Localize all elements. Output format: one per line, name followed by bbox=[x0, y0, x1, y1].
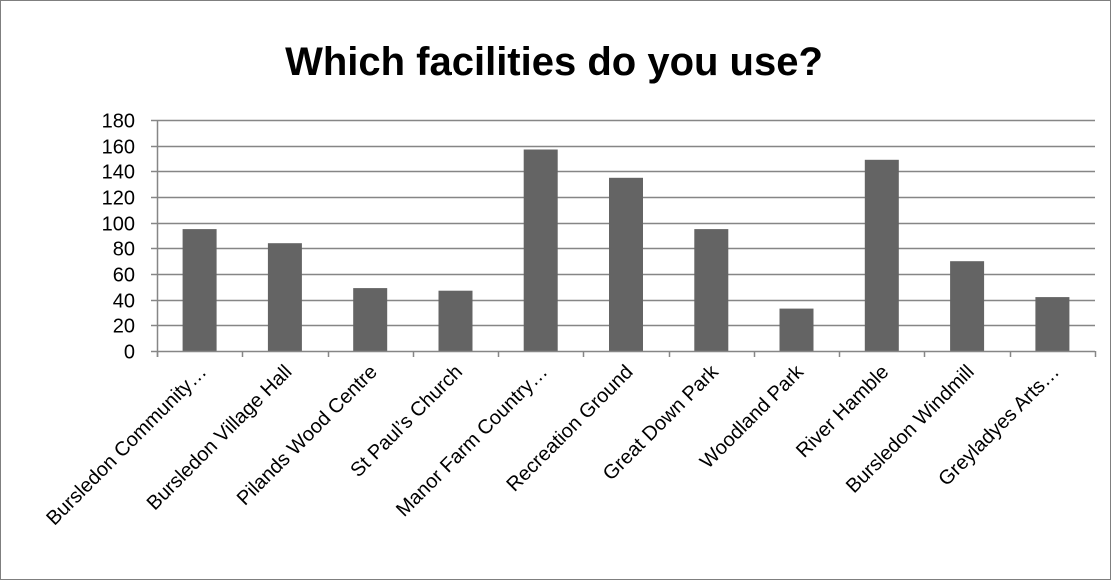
bar bbox=[950, 261, 985, 351]
y-axis-tick-labels: 0 20 40 60 80 100 120 140 160 180 bbox=[102, 111, 135, 364]
y-tick-label: 0 bbox=[124, 342, 135, 364]
bar bbox=[609, 177, 643, 352]
bar bbox=[1035, 297, 1070, 351]
axes bbox=[151, 119, 1097, 357]
x-category-label: Pilands Wood Centre bbox=[233, 361, 382, 510]
bars bbox=[182, 149, 1070, 352]
bar bbox=[267, 243, 302, 351]
y-tick-label: 40 bbox=[113, 291, 135, 313]
y-tick-label: 80 bbox=[113, 239, 135, 261]
y-tick-label: 180 bbox=[102, 111, 135, 133]
y-tick-label: 100 bbox=[102, 214, 135, 236]
x-category-label: Bursledon Village Hall bbox=[143, 361, 297, 515]
bar bbox=[182, 229, 217, 351]
x-category-label: Bursledon Community… bbox=[42, 361, 211, 530]
y-tick-label: 60 bbox=[113, 265, 135, 287]
y-tick-label: 120 bbox=[102, 188, 135, 210]
y-tick-label: 140 bbox=[102, 162, 135, 184]
y-tick-label: 20 bbox=[113, 316, 135, 338]
chart-title: Which facilities do you use? bbox=[285, 40, 823, 84]
bar bbox=[523, 149, 558, 351]
bar bbox=[353, 288, 388, 351]
bar bbox=[779, 308, 814, 351]
bar bbox=[864, 159, 899, 351]
bar bbox=[438, 290, 473, 351]
bar bbox=[694, 229, 729, 351]
x-category-label: Manor Farm Country… bbox=[392, 361, 552, 521]
x-axis-category-labels: Bursledon Community…Bursledon Village Ha… bbox=[42, 360, 1064, 530]
y-tick-label: 160 bbox=[102, 137, 135, 159]
